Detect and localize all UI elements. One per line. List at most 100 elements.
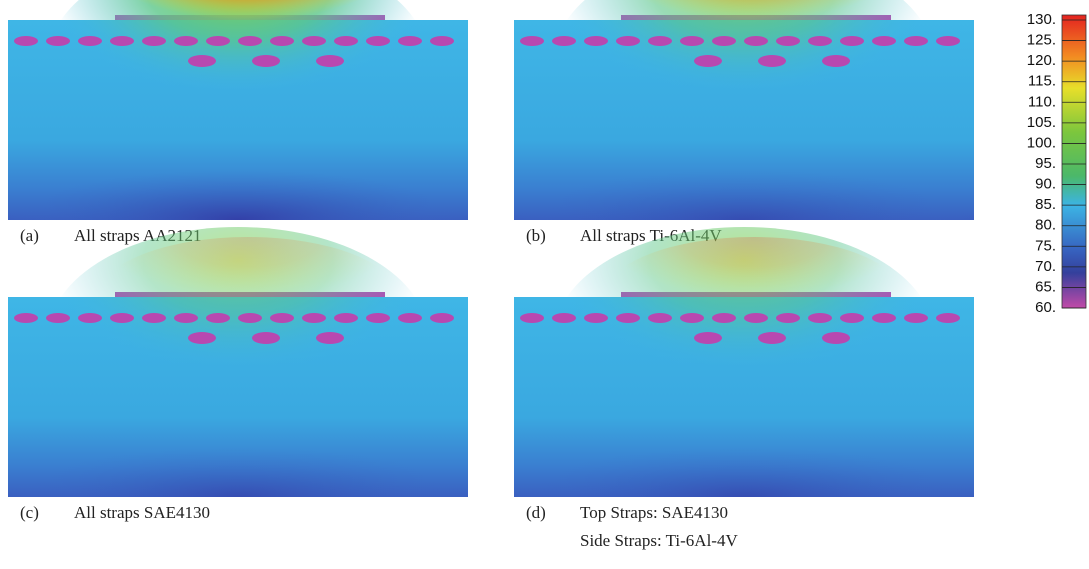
side-strap	[238, 313, 262, 323]
side-strap	[430, 36, 454, 46]
caption-text: Top Straps: SAE4130	[580, 503, 728, 522]
side-strap	[174, 36, 198, 46]
side-strap	[270, 313, 294, 323]
colorbar-label: 85.	[1035, 196, 1056, 213]
side-strap	[808, 36, 832, 46]
contour-panel	[514, 0, 974, 220]
side-strap	[872, 36, 896, 46]
colorbar-label: 80.	[1035, 217, 1056, 234]
side-strap	[694, 55, 722, 67]
colorbar-bar	[1061, 14, 1087, 309]
colorbar-label: 125.	[1027, 32, 1056, 49]
side-strap	[270, 36, 294, 46]
side-strap	[302, 36, 326, 46]
side-strap	[78, 36, 102, 46]
side-strap	[206, 313, 230, 323]
colorbar-label: 75.	[1035, 237, 1056, 254]
side-strap	[238, 36, 262, 46]
side-strap	[680, 313, 704, 323]
caption-label: (a)	[20, 226, 39, 245]
colorbar: 130. 125. 120. 115. 110. 105. 100. 95. 90. 85. 80.…	[1027, 11, 1087, 316]
side-strap	[840, 36, 864, 46]
colorbar-label: 105.	[1027, 114, 1056, 131]
colorbar-label: 95.	[1035, 155, 1056, 172]
side-strap	[616, 313, 640, 323]
side-strap	[822, 55, 850, 67]
side-strap	[648, 36, 672, 46]
colorbar-label: 70.	[1035, 258, 1056, 275]
side-strap	[904, 36, 928, 46]
side-strap	[46, 36, 70, 46]
side-strap	[648, 313, 672, 323]
caption-label: (c)	[20, 503, 39, 522]
side-strap	[680, 36, 704, 46]
side-strap	[936, 36, 960, 46]
side-strap	[744, 313, 768, 323]
contour-panel	[514, 227, 974, 497]
colorbar-label: 65.	[1035, 278, 1056, 295]
side-strap	[398, 36, 422, 46]
side-strap	[520, 36, 544, 46]
caption-text: All straps SAE4130	[74, 503, 210, 522]
side-strap	[744, 36, 768, 46]
side-strap	[904, 313, 928, 323]
side-strap	[552, 36, 576, 46]
side-strap	[872, 313, 896, 323]
side-strap	[776, 313, 800, 323]
field-hot	[604, 237, 904, 357]
side-strap	[584, 36, 608, 46]
panels: (a) All straps AA2121 (b) All straps Ti-6Al…	[8, 0, 974, 550]
side-strap	[46, 313, 70, 323]
side-strap	[616, 36, 640, 46]
side-strap	[302, 313, 326, 323]
side-strap	[110, 313, 134, 323]
colorbar-label: 110.	[1028, 93, 1056, 110]
colorbar-label: 100.	[1027, 134, 1056, 151]
side-strap	[252, 332, 280, 344]
side-strap	[936, 313, 960, 323]
side-strap	[430, 313, 454, 323]
field-hot	[98, 237, 398, 357]
colorbar-label: 90.	[1035, 176, 1056, 193]
caption-label: (d)	[526, 503, 546, 522]
side-strap	[188, 55, 216, 67]
side-strap	[712, 313, 736, 323]
side-strap	[14, 313, 38, 323]
side-strap	[316, 332, 344, 344]
contour-panel	[8, 227, 468, 497]
side-strap	[694, 332, 722, 344]
colorbar-label: 60.	[1035, 299, 1056, 316]
side-strap	[712, 36, 736, 46]
side-strap	[552, 313, 576, 323]
side-strap	[174, 313, 198, 323]
side-strap	[78, 313, 102, 323]
side-strap	[808, 313, 832, 323]
side-strap	[334, 36, 358, 46]
colorbar-label: 130.	[1027, 11, 1056, 28]
side-strap	[206, 36, 230, 46]
side-strap	[758, 55, 786, 67]
colorbar-label: 115.	[1028, 73, 1056, 90]
side-strap	[398, 313, 422, 323]
caption-label: (b)	[526, 226, 546, 245]
side-strap	[520, 313, 544, 323]
side-strap	[316, 55, 344, 67]
side-strap	[252, 55, 280, 67]
side-strap	[14, 36, 38, 46]
side-strap	[822, 332, 850, 344]
side-strap	[142, 36, 166, 46]
side-strap	[188, 332, 216, 344]
side-strap	[366, 313, 390, 323]
side-strap	[758, 332, 786, 344]
side-strap	[142, 313, 166, 323]
side-strap	[776, 36, 800, 46]
side-strap	[840, 313, 864, 323]
side-strap	[334, 313, 358, 323]
side-strap	[366, 36, 390, 46]
caption-text: Side Straps: Ti-6Al-4V	[580, 531, 738, 550]
colorbar-label: 120.	[1027, 52, 1056, 69]
side-strap	[110, 36, 134, 46]
side-strap	[584, 313, 608, 323]
contour-panel	[8, 0, 468, 220]
